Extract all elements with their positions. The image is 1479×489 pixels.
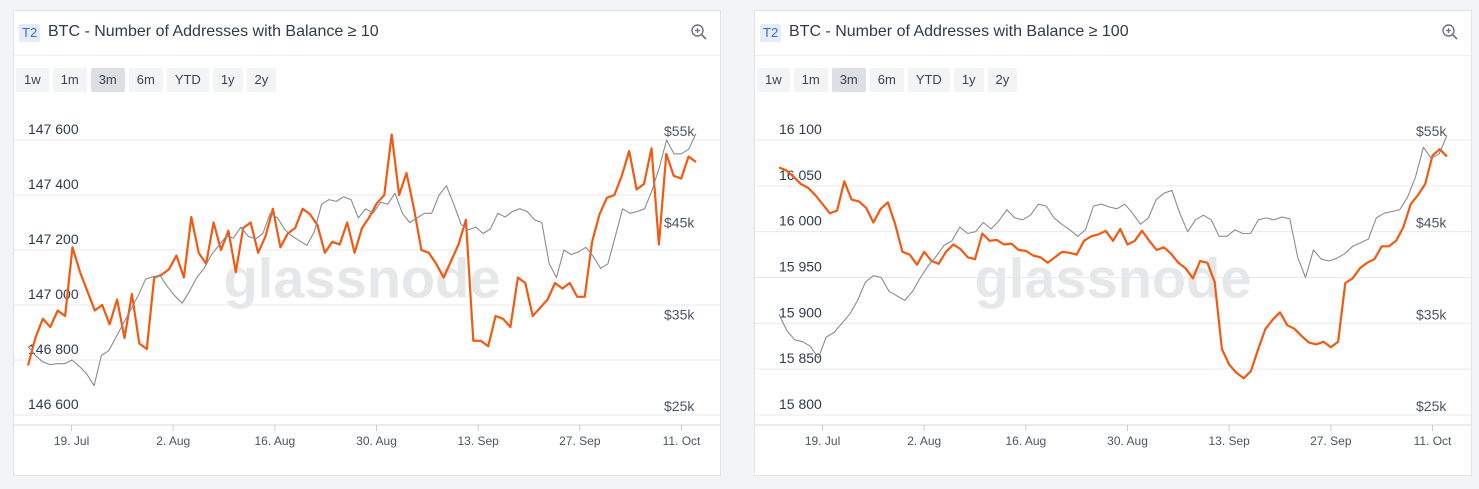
tier-badge: T2 <box>760 24 782 42</box>
y2-tick-label: $45k <box>664 215 695 231</box>
zoom-in-icon[interactable] <box>1441 23 1459 41</box>
x-tick-label: 30. Aug <box>1107 434 1148 448</box>
x-tick-label: 30. Aug <box>356 434 397 448</box>
y-tick-label: 15 900 <box>779 304 822 320</box>
chart-panel-addresses-10: T2 BTC - Number of Addresses with Balanc… <box>13 10 721 476</box>
y-tick-label: 147 000 <box>28 286 79 302</box>
x-tick-label: 19. Jul <box>54 434 89 448</box>
range-button-6m[interactable]: 6m <box>128 68 163 92</box>
y-tick-label: 15 800 <box>779 396 822 412</box>
chart-header: T2 BTC - Number of Addresses with Balanc… <box>14 11 720 56</box>
chart-title: BTC - Number of Addresses with Balance ≥… <box>789 23 1129 40</box>
price-series-line <box>778 135 1448 359</box>
range-button-1m[interactable]: 1m <box>793 68 828 92</box>
chart-header: T2 BTC - Number of Addresses with Balanc… <box>755 11 1471 56</box>
y-tick-label: 16 100 <box>779 121 822 137</box>
y2-tick-label: $55k <box>1416 123 1447 139</box>
range-button-ytd[interactable]: YTD <box>166 68 209 92</box>
y-tick-label: 16 000 <box>779 213 822 229</box>
y-tick-label: 15 950 <box>779 259 822 275</box>
watermark-text: glassnode <box>224 247 501 310</box>
range-button-1y[interactable]: 1y <box>953 68 984 92</box>
y2-tick-label: $25k <box>664 398 695 414</box>
addresses-series-line <box>778 148 1448 380</box>
watermark-text: glassnode <box>975 247 1252 310</box>
range-button-6m[interactable]: 6m <box>869 68 904 92</box>
zoom-in-icon[interactable] <box>690 23 708 41</box>
y2-tick-label: $25k <box>1416 398 1447 414</box>
time-range-selector: 1w 1m 3m 6m YTD 1y 2y <box>16 68 280 94</box>
y2-tick-label: $45k <box>1416 215 1447 231</box>
x-tick-label: 2. Aug <box>907 434 941 448</box>
addresses-series-line <box>26 133 697 366</box>
line-chart[interactable]: glassnode 146 600 146 800 147 000 147 200 147… <box>14 96 720 466</box>
y-tick-label: 147 400 <box>28 176 79 192</box>
range-button-1m[interactable]: 1m <box>52 68 87 92</box>
y2-tick-label: $35k <box>664 306 695 322</box>
y-tick-label: 15 850 <box>779 350 822 366</box>
range-button-1w[interactable]: 1w <box>757 68 790 92</box>
range-button-1w[interactable]: 1w <box>16 68 49 92</box>
x-tick-label: 19. Jul <box>805 434 840 448</box>
x-tick-label: 16. Aug <box>1006 434 1047 448</box>
x-tick-label: 16. Aug <box>255 434 296 448</box>
y-tick-label: 147 600 <box>28 121 79 137</box>
y-tick-label: 16 050 <box>779 167 822 183</box>
y2-tick-label: $35k <box>1416 306 1447 322</box>
range-button-3m[interactable]: 3m <box>90 68 125 92</box>
y-tick-label: 147 200 <box>28 231 79 247</box>
x-tick-label: 13. Sep <box>1208 434 1250 448</box>
range-button-3m[interactable]: 3m <box>831 68 866 92</box>
chart-title: BTC - Number of Addresses with Balance ≥… <box>48 23 379 40</box>
range-button-2y[interactable]: 2y <box>246 68 277 92</box>
range-button-1y[interactable]: 1y <box>212 68 243 92</box>
range-button-ytd[interactable]: YTD <box>907 68 950 92</box>
tier-badge: T2 <box>19 24 41 42</box>
time-range-selector: 1w 1m 3m 6m YTD 1y 2y <box>757 68 1021 94</box>
line-chart[interactable]: glassnode 15 800 15 850 15 900 15 950 16 000 1… <box>755 96 1471 466</box>
y2-tick-label: $55k <box>664 123 695 139</box>
price-series-line <box>27 133 697 387</box>
x-tick-label: 13. Sep <box>457 434 499 448</box>
x-tick-label: 27. Sep <box>559 434 601 448</box>
chart-panel-addresses-100: T2 BTC - Number of Addresses with Balanc… <box>754 10 1472 476</box>
x-tick-label: 27. Sep <box>1310 434 1352 448</box>
range-button-2y[interactable]: 2y <box>987 68 1018 92</box>
y-tick-label: 146 600 <box>28 396 79 412</box>
x-tick-label: 11. Oct <box>663 434 701 448</box>
y-tick-label: 146 800 <box>28 341 79 357</box>
x-tick-label: 11. Oct <box>1414 434 1452 448</box>
x-tick-label: 2. Aug <box>156 434 190 448</box>
